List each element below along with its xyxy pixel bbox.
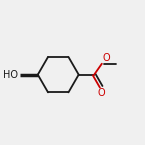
Text: O: O [98,88,105,98]
Text: HO: HO [3,70,18,80]
Text: O: O [102,53,110,63]
